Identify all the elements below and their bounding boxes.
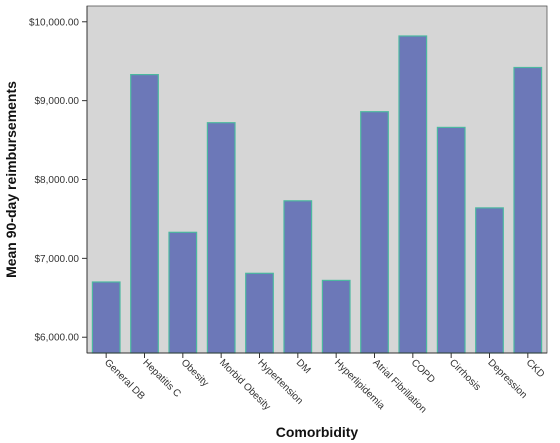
x-tick-label: COPD: [409, 357, 437, 385]
x-tick-label: CKD: [524, 357, 547, 380]
bar-morbid-obesity: [206, 122, 236, 354]
y-tick-label: $7,000.00: [35, 254, 80, 265]
y-tick-label: $9,000.00: [35, 96, 80, 107]
bar-hyperlipidemia: [321, 279, 351, 354]
bar-cirrhosis: [436, 126, 466, 354]
y-tick-label: $6,000.00: [35, 333, 80, 344]
bar-obesity: [168, 231, 198, 354]
bar-ckd: [513, 66, 543, 354]
bars-group: [91, 35, 543, 354]
x-tick-label: Cirrhosis: [447, 357, 483, 393]
bar-atrial-fibrillation: [360, 111, 389, 354]
bar-copd: [398, 35, 428, 354]
x-tick-label: Obesity: [179, 357, 211, 389]
x-tick-label: Depression: [485, 357, 529, 401]
bar-depression: [475, 207, 504, 354]
y-tick-label: $8,000.00: [35, 175, 80, 186]
x-tick-label: DM: [294, 357, 313, 376]
bar-dm: [283, 200, 313, 354]
bar-hypertension: [245, 272, 274, 354]
bar-hepatitis-c: [130, 73, 159, 354]
y-axis: $6,000.00 $7,000.00 $8,000.00 $9,000.00 $10,…: [29, 6, 88, 353]
y-tick-label: $10,000.00: [29, 17, 79, 28]
plot-area: [86, 5, 548, 354]
x-axis-title: Comorbidity: [276, 424, 359, 440]
bar-general-db: [91, 281, 121, 354]
y-axis-title: Mean 90-day reimbursements: [3, 81, 19, 278]
